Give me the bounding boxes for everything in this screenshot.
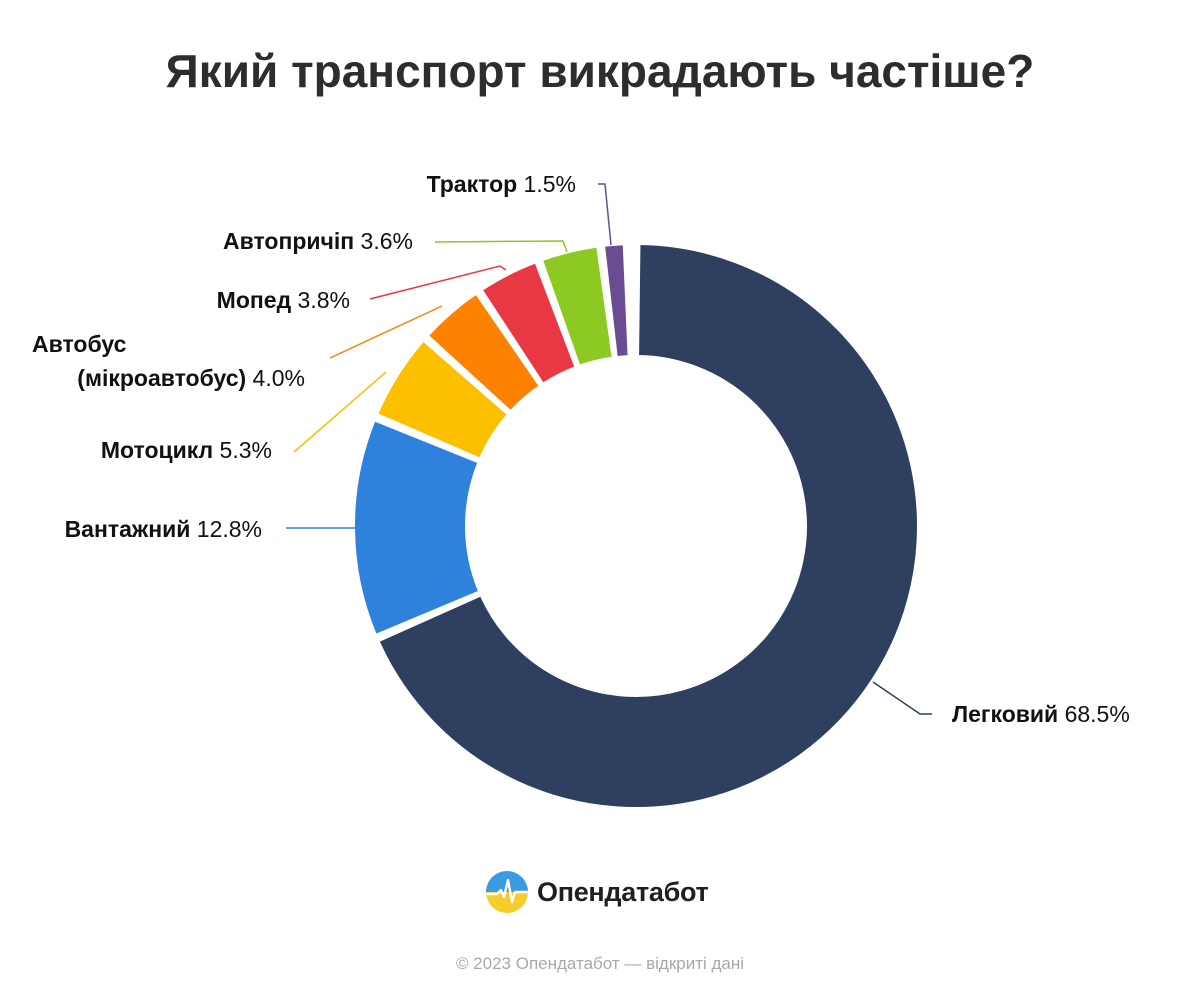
donut-slice-1	[377, 243, 919, 809]
chart-title: Який транспорт викрадають частіше?	[165, 45, 1035, 97]
slice-label-6: Автопричіп 3.6%	[223, 228, 413, 254]
brand-logo: Опендатабот	[485, 870, 709, 914]
donut-slice-2	[353, 419, 481, 636]
slice-label-4-line1: Автобус	[32, 331, 127, 357]
slice-label-2: Вантажний 12.8%	[65, 516, 262, 542]
donut-slice-6	[541, 245, 614, 367]
leader-line-1	[872, 681, 932, 715]
donut-slice-3	[376, 339, 509, 460]
opendatabot-logo-icon	[486, 871, 528, 913]
donut-slice-4	[426, 292, 541, 413]
slice-label-5: Мопед 3.8%	[217, 287, 350, 313]
slice-label-4: (мікроавтобус) 4.0%	[77, 365, 305, 391]
donut-slice-5	[480, 261, 577, 385]
footer-copyright: © 2023 Опендатабот — відкриті дані	[455, 954, 745, 973]
donut-slice-7	[603, 243, 630, 359]
leader-line-3	[293, 371, 387, 453]
brand-name: Опендатабот	[537, 876, 709, 907]
slice-label-1: Легковий 68.5%	[952, 701, 1130, 727]
leader-line-7	[598, 183, 612, 246]
donut-slice-8	[629, 243, 635, 358]
leader-line-6	[434, 240, 568, 253]
slice-label-7: Трактор 1.5%	[427, 171, 576, 197]
leader-line-4	[329, 305, 443, 359]
slice-label-3: Мотоцикл 5.3%	[101, 437, 272, 463]
leader-line-5	[369, 265, 507, 300]
